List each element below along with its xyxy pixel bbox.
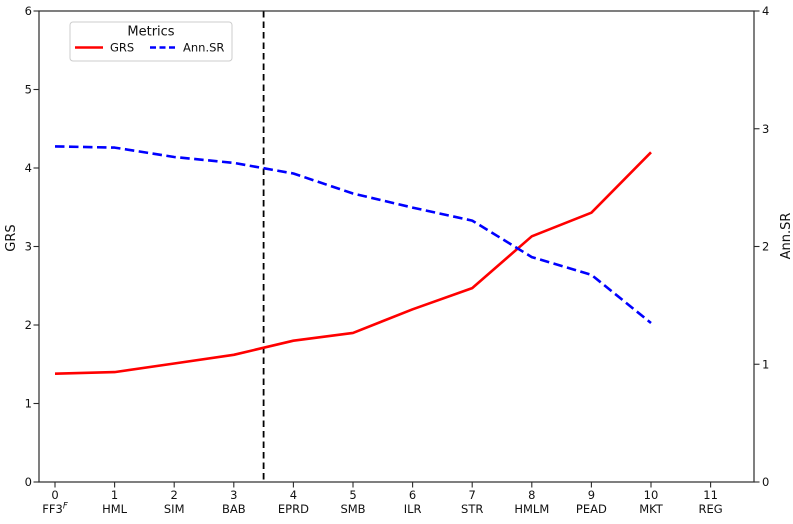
legend-box xyxy=(69,21,233,62)
x-tick-label: 6 xyxy=(409,488,416,502)
legend-annsr-label: Ann.SR xyxy=(183,41,224,55)
right-tick-label: 2 xyxy=(762,240,769,254)
legend-grs-label: GRS xyxy=(110,41,134,55)
left-axis-label: GRS xyxy=(4,224,19,251)
right-tick-label: 4 xyxy=(762,4,769,18)
x-category-label: SIM xyxy=(164,502,185,516)
plot-border xyxy=(38,10,755,483)
x-tick-label: 11 xyxy=(703,488,718,502)
left-tick-label: 4 xyxy=(25,161,32,175)
x-tick-label: 2 xyxy=(171,488,178,502)
legend: Metrics GRS Ann.SR xyxy=(69,21,233,62)
x-tick-label: 9 xyxy=(588,488,595,502)
plot-area: 0123456012340FF3F1HML2SIM3BAB4EPRD5SMB6I… xyxy=(25,4,770,516)
x-tick-label: 5 xyxy=(349,488,356,502)
right-axis-label: Ann.SR xyxy=(779,213,793,260)
right-tick-label: 0 xyxy=(762,475,769,489)
x-category-label: HML xyxy=(102,502,128,516)
x-category-label: EPRD xyxy=(278,502,309,516)
x-tick-label: 7 xyxy=(469,488,476,502)
right-tick-label: 3 xyxy=(762,122,769,136)
x-category-label: STR xyxy=(461,502,483,516)
left-tick-label: 0 xyxy=(25,475,32,489)
x-tick-label: 0 xyxy=(51,488,58,502)
right-tick-label: 1 xyxy=(762,357,769,371)
x-tick-label: 8 xyxy=(528,488,535,502)
left-tick-label: 2 xyxy=(25,318,32,332)
x-category-label: HMLM xyxy=(514,502,549,516)
x-category-label: REG xyxy=(699,502,723,516)
x-tick-label: 4 xyxy=(290,488,297,502)
x-category-label: FF3F xyxy=(42,502,68,517)
left-tick-label: 1 xyxy=(25,397,32,411)
x-category-label: SMB xyxy=(340,502,365,516)
x-category-label: BAB xyxy=(222,502,246,516)
x-category-label: ILR xyxy=(404,502,422,516)
left-tick-label: 3 xyxy=(25,240,32,254)
x-tick-label: 1 xyxy=(111,488,118,502)
x-category-label: MKT xyxy=(639,502,664,516)
x-tick-label: 10 xyxy=(644,488,659,502)
x-category-label: PEAD xyxy=(576,502,607,516)
left-tick-label: 5 xyxy=(25,83,32,97)
x-tick-label: 3 xyxy=(230,488,237,502)
grs-line xyxy=(54,151,652,375)
annsr-line xyxy=(54,145,652,325)
left-tick-label: 6 xyxy=(25,4,32,18)
legend-title: Metrics xyxy=(127,25,174,40)
